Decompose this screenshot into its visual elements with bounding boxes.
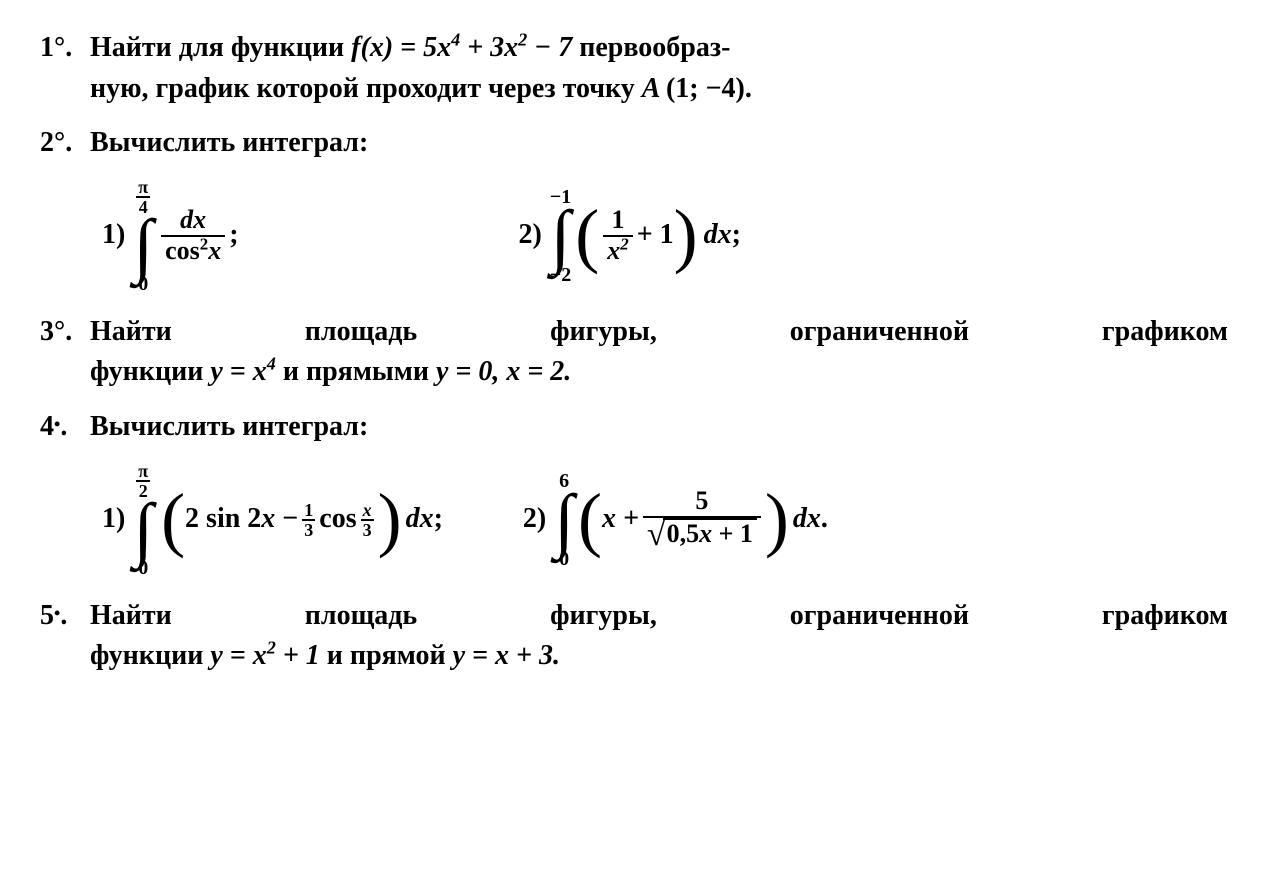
integral-sign: ∫ bbox=[133, 502, 153, 556]
text: Найти площадь фигуры, ограниченной графи… bbox=[90, 600, 1228, 631]
integral: π 2 ∫ 0 bbox=[133, 462, 153, 578]
formula: y = 0, x = 2. bbox=[436, 356, 571, 387]
text: и прямой bbox=[327, 640, 453, 671]
text: Найти для функции bbox=[90, 32, 351, 63]
tail: ; bbox=[229, 215, 238, 256]
lower-limit: 0 bbox=[138, 558, 148, 578]
dx: dx bbox=[793, 499, 821, 540]
integrand: ( x + 5 √ 0,5x + 1 ) dx bbox=[578, 487, 821, 552]
problem-4-subparts: 1) π 2 ∫ 0 ( 2 sin 2x − 1 3 co bbox=[102, 462, 1228, 578]
tail: ; bbox=[434, 499, 443, 540]
problem-number: 1°. bbox=[40, 28, 90, 109]
problem-number: 2°. bbox=[40, 123, 90, 164]
problem-2-subparts: 1) π 4 ∫ 0 dx cos2x ; 2) bbox=[102, 178, 1228, 294]
subpart-label: 1) bbox=[102, 215, 125, 256]
subpart-4-1: 1) π 2 ∫ 0 ( 2 sin 2x − 1 3 co bbox=[102, 462, 443, 578]
point: A bbox=[642, 73, 666, 104]
subpart-label: 1) bbox=[102, 499, 125, 540]
text: ную, график которой проходит через точку bbox=[90, 73, 642, 104]
integral: 6 ∫ 0 bbox=[554, 471, 574, 569]
dx: dx bbox=[704, 215, 732, 256]
lower-limit: 0 bbox=[559, 549, 569, 569]
subpart-label: 2) bbox=[523, 499, 546, 540]
dx: dx bbox=[406, 499, 434, 540]
problem-body: Вычислить интеграл: bbox=[90, 407, 1228, 448]
problem-body: Вычислить интеграл: bbox=[90, 123, 1228, 164]
problem-4: 4•. Вычислить интеграл: bbox=[40, 407, 1228, 448]
problem-3: 3°. Найти площадь фигуры, ограниченной г… bbox=[40, 312, 1228, 393]
subpart-label: 2) bbox=[519, 215, 542, 256]
problem-number: 4•. bbox=[40, 407, 90, 448]
problem-5: 5•. Найти площадь фигуры, ограниченной г… bbox=[40, 596, 1228, 677]
lower-limit: −2 bbox=[550, 265, 571, 285]
text: Вычислить интеграл: bbox=[90, 411, 368, 442]
problem-body: Найти площадь фигуры, ограниченной графи… bbox=[90, 596, 1228, 677]
x-term: x + bbox=[602, 499, 639, 540]
coords: (1; −4). bbox=[666, 73, 752, 104]
integral: π 4 ∫ 0 bbox=[133, 178, 153, 294]
integrand: ( 1 x2 + 1 ) dx bbox=[575, 203, 731, 268]
tail: . bbox=[821, 499, 828, 540]
formula: y = x2 + 1 bbox=[210, 640, 319, 671]
problem-number: 3°. bbox=[40, 312, 90, 393]
text: функции bbox=[90, 356, 210, 387]
integral-sign: ∫ bbox=[133, 218, 153, 272]
text: и прямыми bbox=[283, 356, 436, 387]
problem-1: 1°. Найти для функции f(x) = 5x4 + 3x2 −… bbox=[40, 28, 1228, 109]
formula: f(x) = 5x4 + 3x2 − 7 bbox=[351, 32, 572, 63]
integrand: ( 2 sin 2x − 1 3 cos x 3 ) dx bbox=[161, 487, 434, 552]
formula: y = x4 bbox=[210, 356, 275, 387]
integral-sign: ∫ bbox=[554, 493, 574, 547]
problem-number: 5•. bbox=[40, 596, 90, 677]
tail: ; bbox=[732, 215, 741, 256]
formula: y = x + 3. bbox=[453, 640, 560, 671]
subpart-4-2: 2) 6 ∫ 0 ( x + 5 √ 0,5x + 1 bbox=[523, 471, 828, 569]
text: первообраз- bbox=[579, 32, 730, 63]
lower-limit: 0 bbox=[138, 274, 148, 294]
plus: + 1 bbox=[637, 215, 674, 256]
problem-body: Найти площадь фигуры, ограниченной графи… bbox=[90, 312, 1228, 393]
problem-body: Найти для функции f(x) = 5x4 + 3x2 − 7 п… bbox=[90, 28, 1228, 109]
integrand: dx cos2x bbox=[157, 206, 229, 265]
text: Вычислить интеграл: bbox=[90, 127, 368, 158]
subpart-2-1: 1) π 4 ∫ 0 dx cos2x ; bbox=[102, 178, 239, 294]
problem-2: 2°. Вычислить интеграл: bbox=[40, 123, 1228, 164]
text: функции bbox=[90, 640, 210, 671]
subpart-2-2: 2) −1 ∫ −2 ( 1 x2 + 1 ) dx ; bbox=[519, 187, 741, 285]
integral-sign: ∫ bbox=[551, 209, 571, 263]
integral: −1 ∫ −2 bbox=[550, 187, 571, 285]
text: Найти площадь фигуры, ограниченной графи… bbox=[90, 316, 1228, 347]
